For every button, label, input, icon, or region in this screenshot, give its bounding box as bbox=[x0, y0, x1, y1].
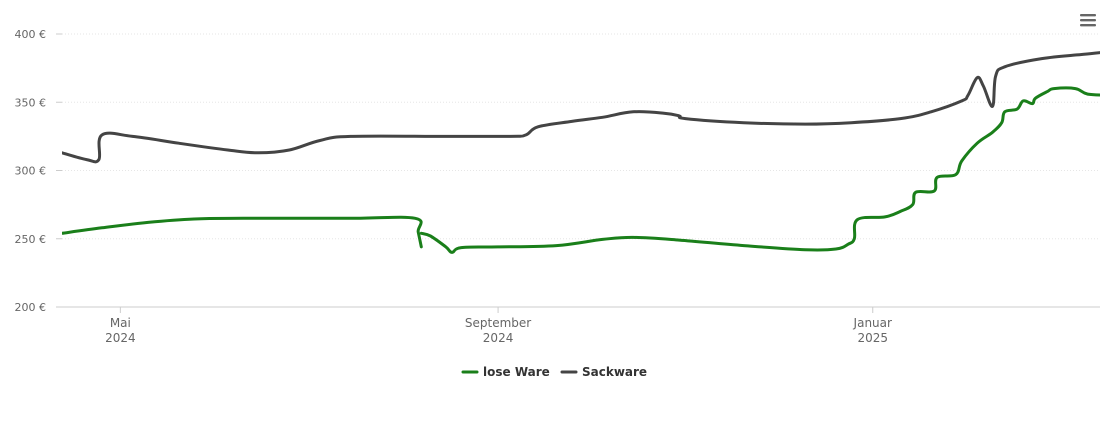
x-tick-month-label: September bbox=[465, 316, 531, 330]
legend-item-sackware[interactable]: Sackware bbox=[560, 365, 647, 379]
series-line-sackware bbox=[62, 51, 1100, 164]
y-tick-label: 300 € bbox=[15, 165, 47, 178]
chart-menu-button[interactable] bbox=[1076, 10, 1100, 32]
grid-lines bbox=[62, 33, 1100, 240]
series-line-lose-ware bbox=[62, 215, 423, 249]
x-tick-year-label: 2025 bbox=[857, 331, 888, 345]
x-tick-year-label: 2024 bbox=[105, 331, 136, 345]
y-tick-label: 400 € bbox=[15, 28, 47, 41]
y-tick-label: 200 € bbox=[15, 301, 47, 314]
chart-legend: lose Ware Sackware bbox=[461, 365, 647, 379]
legend-item-lose-ware[interactable]: lose Ware bbox=[461, 365, 550, 379]
legend-label-sackware: Sackware bbox=[582, 365, 647, 379]
series-line-lose-ware bbox=[419, 86, 1100, 254]
x-tick-month-label: Mai bbox=[110, 316, 131, 330]
legend-label-lose-ware: lose Ware bbox=[483, 365, 550, 379]
y-tick-label: 250 € bbox=[15, 233, 47, 246]
y-axis-ticks: 400 € 350 € 300 € 250 € 200 € bbox=[15, 28, 62, 314]
hamburger-menu-icon bbox=[1080, 14, 1096, 27]
y-tick-label: 350 € bbox=[15, 96, 47, 109]
x-tick-year-label: 2024 bbox=[483, 331, 514, 345]
x-tick-month-label: Januar bbox=[853, 316, 892, 330]
series-lines bbox=[62, 51, 1100, 254]
